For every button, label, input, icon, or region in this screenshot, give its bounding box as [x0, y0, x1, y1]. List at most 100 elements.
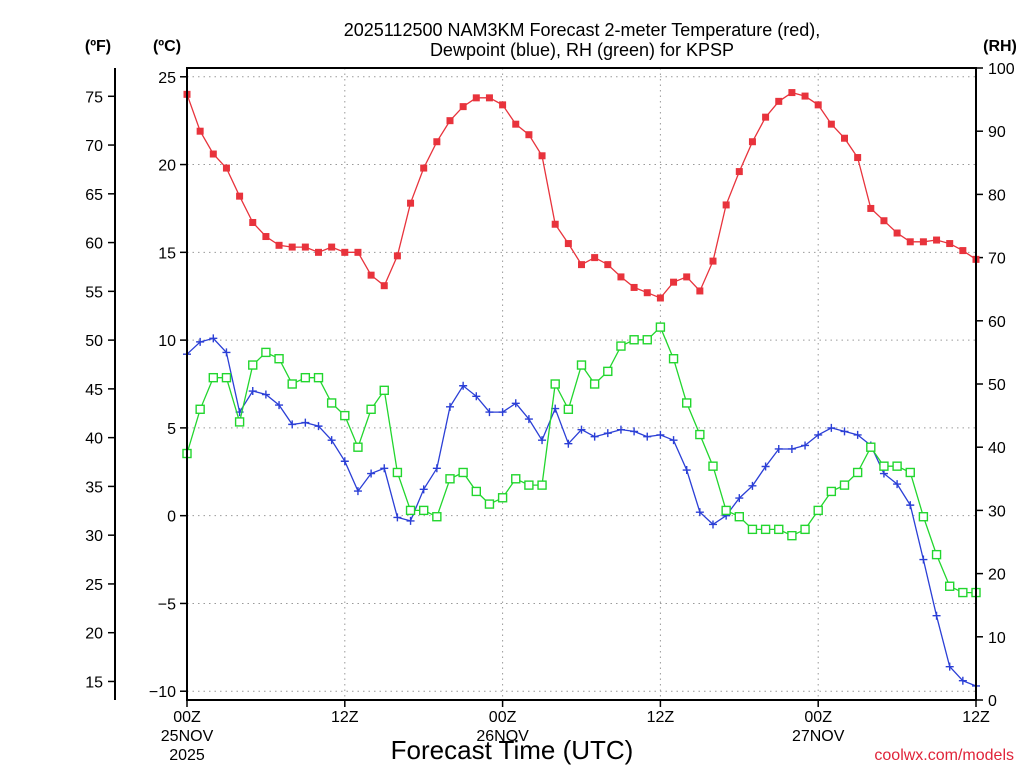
fahrenheit-tick-label: 30	[85, 528, 103, 545]
data-point-marker	[578, 261, 585, 269]
series-line	[186, 337, 977, 687]
data-point-marker	[762, 113, 770, 121]
data-point-marker	[721, 505, 731, 516]
data-point-marker	[274, 354, 284, 364]
data-point-marker	[340, 410, 350, 421]
data-point-marker	[222, 348, 231, 357]
data-point-marker	[341, 248, 349, 256]
data-point-marker	[301, 418, 310, 427]
data-point-marker	[196, 127, 204, 135]
data-point-marker	[669, 436, 678, 445]
fahrenheit-tick-label: 15	[85, 674, 103, 691]
data-point-marker	[354, 248, 362, 256]
credit-link[interactable]: coolwx.com/models	[874, 747, 1014, 764]
data-point-marker	[472, 94, 480, 102]
data-point-marker	[208, 372, 219, 383]
data-point-marker	[498, 408, 507, 417]
data-point-marker	[538, 152, 546, 160]
data-point-marker	[589, 379, 600, 389]
data-point-marker	[656, 294, 664, 302]
time-date-label: 26NOV	[476, 728, 529, 745]
fahrenheit-tick-label: 35	[85, 479, 103, 496]
data-point-marker	[563, 404, 574, 414]
data-point-marker	[866, 442, 876, 452]
chart-title-line2: Dewpoint (blue), RH (green) for KPSP	[430, 40, 734, 60]
data-point-marker	[550, 379, 560, 389]
data-point-marker	[288, 243, 296, 251]
data-point-marker	[695, 429, 705, 440]
data-point-marker	[933, 236, 941, 244]
data-point-marker	[301, 243, 309, 251]
data-point-marker	[735, 494, 744, 503]
data-point-marker	[379, 385, 389, 396]
data-point-marker	[406, 516, 415, 525]
data-point-marker	[419, 505, 429, 516]
chart-title-line1: 2025112500 NAM3KM Forecast 2-meter Tempe…	[344, 20, 821, 40]
data-point-marker	[905, 467, 915, 478]
data-point-marker	[564, 240, 572, 248]
data-point-marker	[668, 354, 679, 364]
data-point-marker	[248, 360, 258, 370]
data-point-marker	[458, 467, 468, 478]
data-point-marker	[234, 417, 245, 427]
data-point-marker	[551, 220, 559, 228]
data-point-marker	[959, 247, 967, 255]
data-point-marker	[643, 432, 652, 441]
data-point-marker	[893, 229, 901, 237]
rh-tick-label: 20	[988, 567, 1006, 584]
data-point-marker	[327, 436, 336, 445]
data-point-marker	[695, 508, 704, 517]
data-point-marker	[682, 398, 692, 408]
data-point-marker	[446, 117, 454, 125]
data-point-marker	[393, 513, 402, 522]
data-point-marker	[538, 436, 547, 445]
data-point-marker	[879, 461, 889, 471]
data-point-marker	[367, 469, 376, 478]
rh-tick-label: 0	[988, 693, 997, 710]
data-point-marker	[407, 199, 415, 207]
data-point-marker	[236, 192, 244, 200]
data-point-marker	[617, 273, 625, 281]
data-point-marker	[880, 217, 888, 225]
data-point-marker	[209, 334, 218, 343]
data-point-marker	[328, 243, 336, 251]
data-point-marker	[670, 278, 678, 286]
fahrenheit-tick-label: 70	[85, 138, 103, 155]
data-point-marker	[604, 261, 612, 269]
fahrenheit-tick-label: 65	[85, 187, 103, 204]
data-point-marker	[300, 372, 311, 383]
data-point-marker	[590, 432, 599, 441]
plot-frame	[186, 67, 977, 701]
data-point-marker	[195, 404, 205, 414]
data-point-marker	[919, 238, 927, 246]
data-point-marker	[774, 524, 784, 535]
data-point-marker	[748, 481, 757, 490]
data-point-marker	[906, 238, 914, 246]
data-point-marker	[683, 273, 691, 281]
rh-tick-label: 30	[988, 503, 1006, 520]
grid-lines	[187, 68, 976, 700]
data-point-marker	[801, 92, 809, 100]
data-point-marker	[367, 271, 375, 279]
rh-tick-label: 10	[988, 630, 1006, 647]
data-point-marker	[709, 520, 717, 529]
data-point-marker	[287, 379, 297, 389]
data-point-marker	[314, 422, 323, 431]
fahrenheit-axis: 75 70 65 60 55 50 45 40 35 30 25 20 15	[85, 68, 116, 700]
time-axis: 00Z 25NOV 2025 12Z 00Z 26NOV 12Z 00Z 27NOV 12Z	[161, 700, 990, 764]
data-point-marker	[249, 218, 257, 226]
data-point-marker	[841, 134, 848, 142]
data-point-marker	[958, 676, 967, 685]
data-point-marker	[485, 408, 494, 417]
data-point-marker	[906, 501, 915, 510]
data-point-marker	[629, 335, 639, 345]
celsius-tick-label: 10	[158, 333, 176, 350]
celsius-tick-label: 5	[167, 421, 176, 438]
data-point-marker	[288, 420, 297, 429]
data-point-marker	[497, 493, 508, 503]
series-group	[182, 322, 981, 598]
data-point-marker	[432, 464, 441, 473]
data-point-marker	[840, 427, 849, 436]
data-point-marker	[392, 467, 403, 478]
